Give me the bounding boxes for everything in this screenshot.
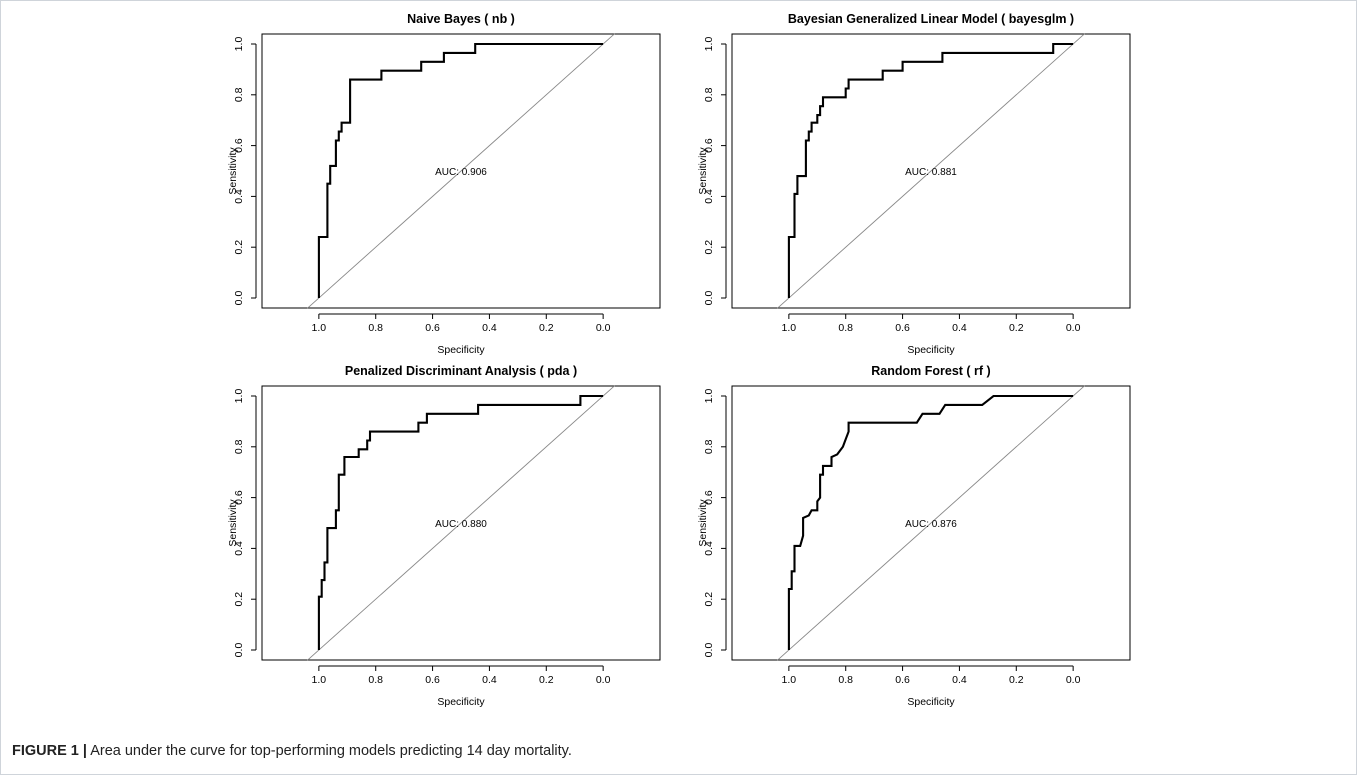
reference-diagonal-line bbox=[307, 33, 615, 309]
y-tick-label: 0.2 bbox=[233, 240, 245, 255]
y-tick-label: 0.4 bbox=[233, 541, 245, 556]
roc-curve bbox=[787, 394, 1074, 650]
x-axis-label: Specificity bbox=[907, 344, 955, 356]
x-tick-label: 1.0 bbox=[782, 322, 797, 334]
x-tick-label: 1.0 bbox=[782, 674, 797, 686]
x-tick-label: 1.0 bbox=[312, 322, 327, 334]
x-tick-label: 0.8 bbox=[368, 322, 383, 334]
x-tick-label: 0.6 bbox=[895, 322, 910, 334]
y-tick-label: 0.6 bbox=[233, 490, 245, 505]
y-tick-label: 1.0 bbox=[233, 389, 245, 404]
y-tick-label: 0.2 bbox=[233, 592, 245, 607]
x-tick-label: 0.4 bbox=[952, 322, 967, 334]
x-tick-label: 0.6 bbox=[425, 322, 440, 334]
y-tick-label: 0.0 bbox=[703, 643, 715, 658]
chart-title: Bayesian Generalized Linear Model ( baye… bbox=[788, 12, 1074, 26]
y-tick-label: 0.8 bbox=[703, 439, 715, 454]
y-tick-label: 0.0 bbox=[703, 291, 715, 306]
x-tick-label: 0.0 bbox=[596, 674, 611, 686]
reference-diagonal-line bbox=[777, 385, 1085, 661]
x-tick-label: 0.0 bbox=[1066, 674, 1081, 686]
y-tick-label: 0.4 bbox=[703, 541, 715, 556]
x-tick-label: 0.8 bbox=[368, 674, 383, 686]
y-tick-label: 1.0 bbox=[233, 37, 245, 52]
x-tick-label: 1.0 bbox=[312, 674, 327, 686]
reference-diagonal-line bbox=[777, 33, 1085, 309]
y-axis-label: Sensitivity bbox=[227, 499, 239, 547]
roc-curve bbox=[317, 394, 604, 650]
x-tick-label: 0.2 bbox=[539, 322, 554, 334]
x-tick-label: 0.8 bbox=[838, 674, 853, 686]
x-tick-label: 0.4 bbox=[482, 674, 497, 686]
plot-frame bbox=[261, 385, 661, 661]
y-tick-label: 0.0 bbox=[233, 291, 245, 306]
y-tick-label: 0.8 bbox=[233, 439, 245, 454]
reference-diagonal-line bbox=[307, 385, 615, 661]
chart-title: Random Forest ( rf ) bbox=[871, 364, 990, 378]
auc-annotation: AUC: 0.880 bbox=[435, 519, 487, 530]
x-axis-label: Specificity bbox=[437, 696, 485, 708]
x-tick-label: 0.0 bbox=[1066, 322, 1081, 334]
plot-frame bbox=[731, 33, 1131, 309]
plot-frame bbox=[731, 385, 1131, 661]
y-tick-label: 0.4 bbox=[703, 189, 715, 204]
plot-frame bbox=[261, 33, 661, 309]
roc-curve bbox=[787, 42, 1074, 298]
x-tick-label: 0.8 bbox=[838, 322, 853, 334]
caption-text: Area under the curve for top-performing … bbox=[90, 743, 572, 759]
y-tick-label: 1.0 bbox=[703, 389, 715, 404]
chart-title: Penalized Discriminant Analysis ( pda ) bbox=[345, 364, 577, 378]
auc-annotation: AUC: 0.881 bbox=[905, 167, 957, 178]
y-tick-label: 1.0 bbox=[703, 37, 715, 52]
x-tick-label: 0.0 bbox=[596, 322, 611, 334]
y-tick-label: 0.2 bbox=[703, 592, 715, 607]
y-tick-label: 0.6 bbox=[703, 490, 715, 505]
x-axis-label: Specificity bbox=[907, 696, 955, 708]
chart-title: Naive Bayes ( nb ) bbox=[407, 12, 515, 26]
x-tick-label: 0.4 bbox=[952, 674, 967, 686]
y-tick-label: 0.2 bbox=[703, 240, 715, 255]
roc-curve bbox=[317, 42, 604, 298]
caption-label: FIGURE 1 | bbox=[12, 743, 87, 759]
y-tick-label: 0.4 bbox=[233, 189, 245, 204]
chart-panel-4: Random Forest ( rf ) 1.0 0.8 0.6 0.4 0.2 0.0 Sp… bbox=[697, 364, 1131, 708]
y-tick-label: 0.8 bbox=[233, 87, 245, 102]
figure-caption: FIGURE 1 | Area under the curve for top-… bbox=[12, 743, 572, 759]
chart-panel-2: Bayesian Generalized Linear Model ( baye… bbox=[697, 12, 1131, 356]
auc-annotation: AUC: 0.876 bbox=[905, 519, 957, 530]
y-axis-label: Sensitivity bbox=[697, 147, 709, 195]
auc-annotation: AUC: 0.906 bbox=[435, 167, 487, 178]
x-axis-label: Specificity bbox=[437, 344, 485, 356]
x-tick-label: 0.6 bbox=[425, 674, 440, 686]
x-tick-label: 0.2 bbox=[1009, 322, 1024, 334]
chart-panel-1: Naive Bayes ( nb ) 1.0 0.8 0.6 0.4 0.2 0.0 Spec… bbox=[227, 12, 661, 356]
y-axis-label: Sensitivity bbox=[697, 499, 709, 547]
y-tick-label: 0.6 bbox=[233, 138, 245, 153]
x-tick-label: 0.2 bbox=[539, 674, 554, 686]
y-tick-label: 0.8 bbox=[703, 87, 715, 102]
x-tick-label: 0.2 bbox=[1009, 674, 1024, 686]
chart-panel-3: Penalized Discriminant Analysis ( pda ) 1… bbox=[227, 364, 661, 708]
x-tick-label: 0.6 bbox=[895, 674, 910, 686]
x-tick-label: 0.4 bbox=[482, 322, 497, 334]
y-tick-label: 0.0 bbox=[233, 643, 245, 658]
y-axis-label: Sensitivity bbox=[227, 147, 239, 195]
y-tick-label: 0.6 bbox=[703, 138, 715, 153]
